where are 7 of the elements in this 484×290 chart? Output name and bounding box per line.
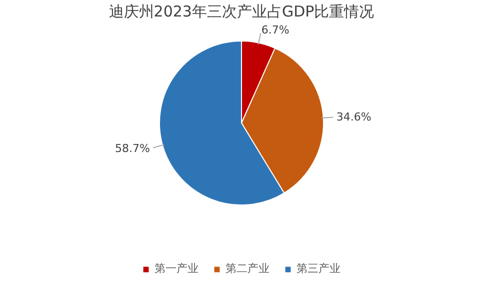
data-label: 34.6% (336, 110, 372, 124)
data-label: 6.7% (261, 23, 290, 36)
legend-label: 第一产业 (154, 261, 198, 276)
chart-title: 迪庆州2023年三次产业占GDP比重情况 (108, 2, 374, 20)
data-label: 58.7% (114, 142, 150, 156)
legend-label: 第三产业 (296, 261, 340, 276)
legend-label: 第二产业 (226, 261, 270, 276)
